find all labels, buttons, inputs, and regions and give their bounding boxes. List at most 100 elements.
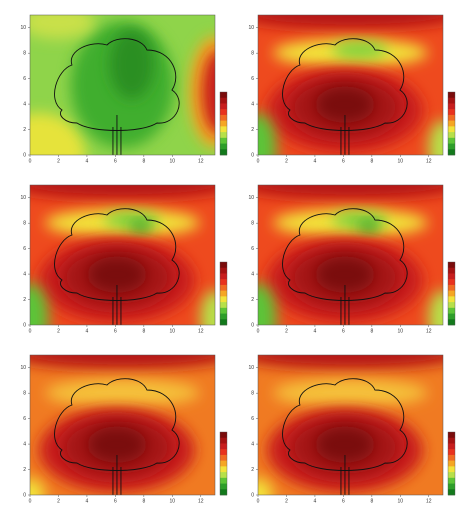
colorbar-step <box>220 308 227 314</box>
y-tick-label: 6 <box>251 416 254 422</box>
colorbar-step <box>448 268 455 274</box>
y-tick-label: 2 <box>251 467 254 473</box>
x-tick-label: 10 <box>170 158 176 164</box>
x-tick-label: 8 <box>142 498 145 504</box>
y-tick-label: 6 <box>251 76 254 82</box>
y-tick-label: 8 <box>251 221 254 227</box>
colorbar-step <box>448 273 455 279</box>
colorbar-step <box>448 132 455 138</box>
y-tick-label: 0 <box>251 322 254 328</box>
y-tick-label: 10 <box>248 195 254 201</box>
colorbar-step <box>220 461 227 467</box>
colorbar-step <box>220 285 227 291</box>
x-tick-label: 12 <box>426 498 432 504</box>
y-tick-label: 6 <box>23 76 26 82</box>
y-tick-label: 8 <box>251 391 254 397</box>
colorbar-step <box>448 138 455 144</box>
y-tick-label: 0 <box>23 492 26 498</box>
contour-panel <box>0 5 241 197</box>
contour-region <box>21 5 95 39</box>
contour-panel <box>240 1 462 183</box>
x-tick-label: 0 <box>29 328 32 334</box>
contour-region <box>45 379 200 407</box>
colorbar-step <box>448 484 455 490</box>
x-tick-label: 10 <box>398 498 404 504</box>
y-tick-label: 2 <box>251 297 254 303</box>
colorbar-step <box>448 115 455 121</box>
colorbar-step <box>448 285 455 291</box>
x-tick-label: 6 <box>114 158 117 164</box>
colorbar-step <box>220 296 227 302</box>
x-tick-label: 0 <box>257 498 260 504</box>
x-tick-label: 10 <box>398 158 404 164</box>
colorbar-step <box>448 461 455 467</box>
y-tick-label: 10 <box>20 195 26 201</box>
x-tick-label: 4 <box>314 158 317 164</box>
x-tick-label: 8 <box>370 328 373 334</box>
colorbar-step <box>448 144 455 150</box>
x-tick-label: 2 <box>57 158 60 164</box>
colorbar-step <box>448 103 455 109</box>
colorbar-step <box>448 478 455 484</box>
x-tick-label: 2 <box>285 498 288 504</box>
y-tick-label: 4 <box>251 271 254 277</box>
x-tick-label: 2 <box>285 328 288 334</box>
x-tick-label: 12 <box>198 498 204 504</box>
contour-region <box>130 221 152 232</box>
colorbar-step <box>448 291 455 297</box>
x-tick-label: 8 <box>370 158 373 164</box>
y-tick-label: 0 <box>23 322 26 328</box>
y-tick-label: 4 <box>23 441 26 447</box>
colorbar-step <box>448 432 455 438</box>
colorbar-step <box>448 438 455 444</box>
colorbar-step <box>448 449 455 455</box>
contour-region <box>358 221 380 232</box>
colorbar-step <box>220 314 227 320</box>
y-tick-label: 8 <box>23 221 26 227</box>
y-tick-label: 8 <box>251 51 254 57</box>
y-tick-label: 10 <box>20 25 26 31</box>
x-tick-label: 4 <box>314 498 317 504</box>
x-tick-label: 10 <box>170 328 176 334</box>
x-tick-label: 6 <box>114 328 117 334</box>
colorbar-step <box>448 149 455 155</box>
x-tick-label: 12 <box>198 158 204 164</box>
y-tick-label: 4 <box>251 101 254 107</box>
colorbar-step <box>220 103 227 109</box>
colorbar-step <box>220 291 227 297</box>
colorbar-step <box>448 126 455 132</box>
colorbar-step <box>448 472 455 478</box>
x-tick-label: 6 <box>342 498 345 504</box>
colorbar-step <box>448 262 455 268</box>
y-tick-label: 4 <box>23 101 26 107</box>
x-tick-label: 2 <box>285 158 288 164</box>
colorbar-step <box>220 268 227 274</box>
colorbar-step <box>220 98 227 104</box>
colorbar-step <box>220 489 227 495</box>
y-tick-label: 2 <box>23 467 26 473</box>
colorbar-step <box>220 109 227 115</box>
colorbar-step <box>448 98 455 104</box>
colorbar-step <box>220 302 227 308</box>
x-tick-label: 10 <box>170 498 176 504</box>
colorbar-step <box>220 443 227 449</box>
y-tick-label: 0 <box>251 492 254 498</box>
x-tick-label: 12 <box>426 328 432 334</box>
x-tick-label: 4 <box>86 328 89 334</box>
x-tick-label: 6 <box>342 158 345 164</box>
colorbar-step <box>220 279 227 285</box>
colorbar-step <box>220 273 227 279</box>
x-tick-label: 4 <box>86 498 89 504</box>
x-tick-label: 0 <box>257 328 260 334</box>
y-tick-label: 2 <box>23 127 26 133</box>
y-tick-label: 6 <box>251 246 254 252</box>
colorbar-step <box>448 319 455 325</box>
colorbar-step <box>220 472 227 478</box>
x-tick-label: 8 <box>142 158 145 164</box>
colorbar-step <box>220 478 227 484</box>
colorbar-step <box>220 432 227 438</box>
colorbar-step <box>220 449 227 455</box>
x-tick-label: 0 <box>29 498 32 504</box>
x-tick-label: 2 <box>57 498 60 504</box>
x-tick-label: 6 <box>342 328 345 334</box>
